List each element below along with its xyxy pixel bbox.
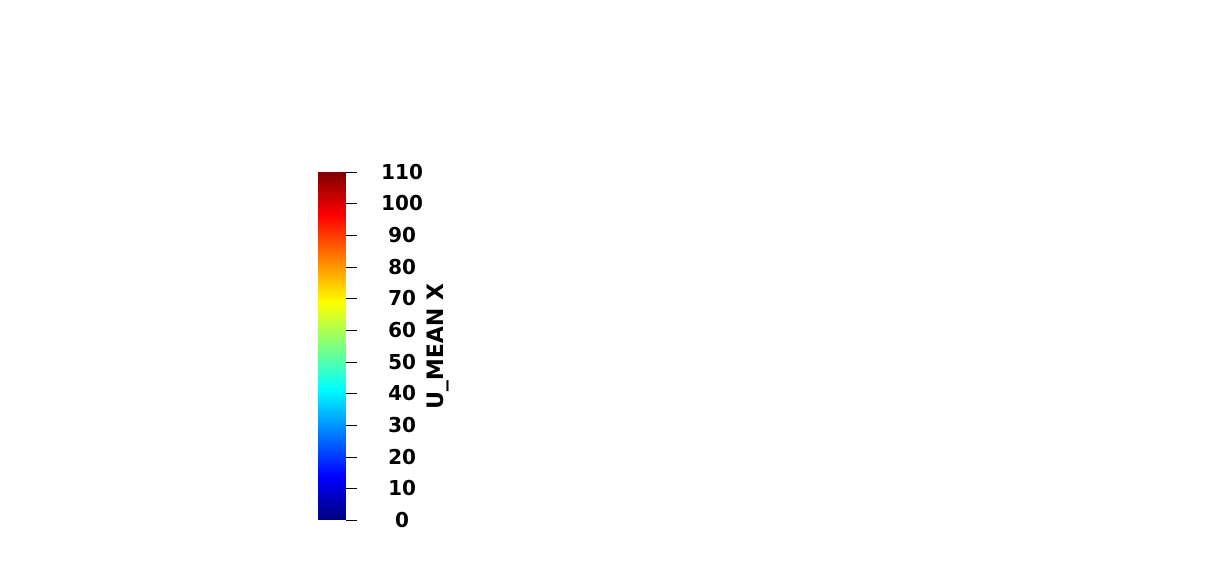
legend-tick-mark [346, 298, 357, 299]
legend-tick-mark [346, 362, 357, 363]
legend-tick-mark [346, 235, 357, 236]
legend-tick-label: 30 [388, 413, 416, 437]
legend-tick-mark [346, 203, 357, 204]
legend-title: U_MEAN X [424, 283, 449, 409]
legend-tick-label: 80 [388, 255, 416, 279]
legend-tick-label: 60 [388, 318, 416, 342]
legend-tick-label: 20 [388, 445, 416, 469]
legend-tick-mark [346, 172, 357, 173]
legend-tick-label: 100 [381, 191, 423, 215]
legend-tick-mark [346, 488, 357, 489]
legend-tick-mark [346, 393, 357, 394]
legend-tick-label: 0 [395, 508, 409, 532]
legend-tick-label: 40 [388, 381, 416, 405]
color-legend-bar [318, 172, 346, 520]
legend-tick-mark [346, 267, 357, 268]
legend-tick-mark [346, 330, 357, 331]
legend-tick-label: 10 [388, 476, 416, 500]
legend-tick-label: 90 [388, 223, 416, 247]
legend-tick-label: 50 [388, 350, 416, 374]
legend-tick-label: 110 [381, 160, 423, 184]
legend-tick-mark [346, 457, 357, 458]
legend-tick-mark [346, 520, 357, 521]
legend-tick-mark [346, 425, 357, 426]
legend-tick-label: 70 [388, 286, 416, 310]
